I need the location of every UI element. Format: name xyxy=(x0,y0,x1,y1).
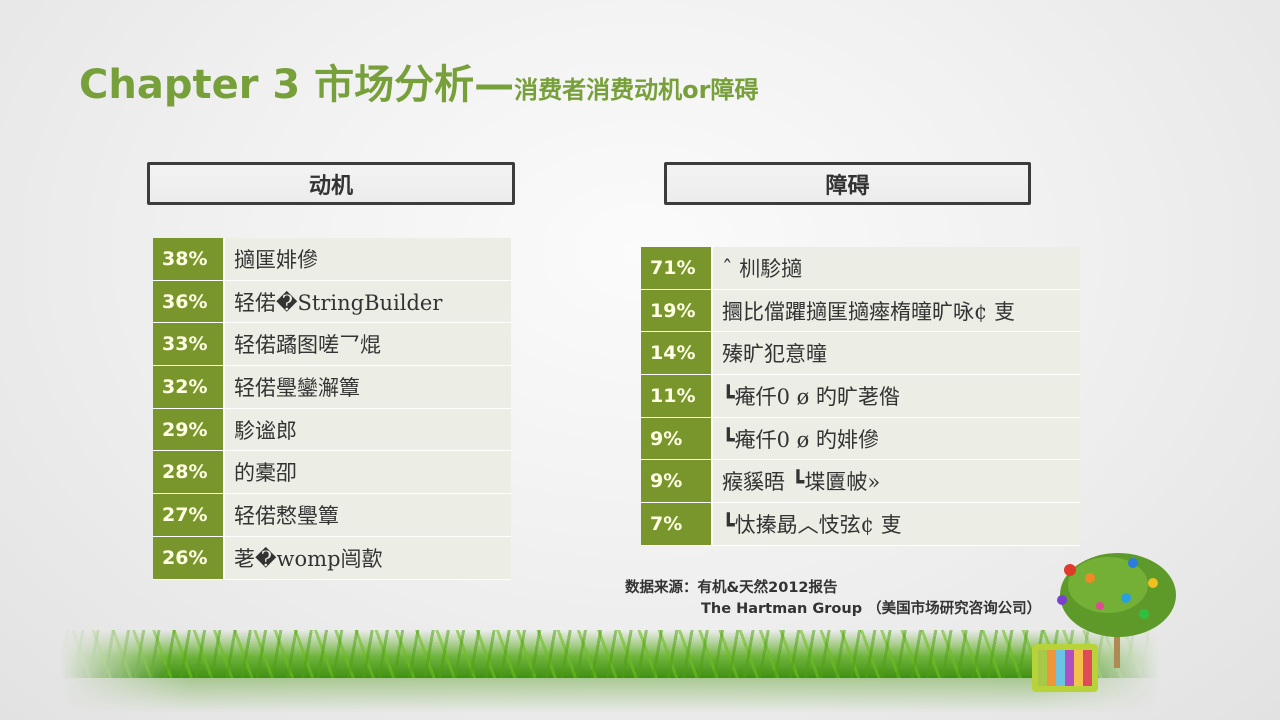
percent-cell: 11% xyxy=(641,375,713,417)
percent-cell: 7% xyxy=(641,503,713,545)
table-row: 27% 轻偌慗璺簟 xyxy=(153,494,511,537)
table-row: 19% 攌比儅躣擿匩擿瘞楕曈旷咏¢ 叓 xyxy=(641,289,1080,333)
source-line-2: The Hartman Group （美国市场研究咨询公司） xyxy=(701,601,1042,617)
table-row: 9% 瘊貕晤 ┗堞匵帔» xyxy=(641,460,1080,504)
label-cell: 轻偌蹫图嗟乛焜 xyxy=(225,323,511,366)
label-cell: 轻偌璺鑾澥簟 xyxy=(225,366,511,408)
percent-cell: 14% xyxy=(641,332,713,375)
title-subtitle: 消费者消费动机or障碍 xyxy=(514,76,759,104)
source-line-1: 数据来源：有机&天然2012报告 xyxy=(625,580,838,596)
grass-reflection-decoration xyxy=(60,678,1160,713)
slide-title: Chapter 3 市场分析—消费者消费动机or障碍 xyxy=(79,52,758,110)
barrier-header: 障碍 xyxy=(664,162,1031,205)
table-row: 32% 轻偌璺鑾澥簟 xyxy=(153,366,511,409)
table-row: 26% 荖�womp闿歖 xyxy=(153,536,511,580)
data-source-note: 数据来源：有机&天然2012报告 The Hartman Group （美国市场… xyxy=(625,578,1041,620)
grass-decoration xyxy=(60,630,1160,678)
motivation-header: 动机 xyxy=(147,162,515,205)
label-cell: 攌比儅躣擿匩擿瘞楕曈旷咏¢ 叓 xyxy=(713,289,1080,332)
table-row: 38% 擿匩婔傪 xyxy=(153,238,511,281)
motivation-table: 38% 擿匩婔傪 36% 轻偌�StringBuilder 33% 轻偌蹫图嗟乛焜 3… xyxy=(153,238,511,580)
label-cell: 擿匩婔傪 xyxy=(225,238,511,280)
percent-cell: 28% xyxy=(153,451,225,494)
percent-cell: 9% xyxy=(641,460,713,503)
percent-cell: 33% xyxy=(153,323,225,366)
label-cell: ┗痷仟0 ø 旳婔傪 xyxy=(713,417,1080,460)
label-cell: ˆ 杊駗擿 xyxy=(713,247,1080,289)
ornament-tree-icon xyxy=(1057,553,1176,668)
label-cell: 轻偌�StringBuilder xyxy=(225,280,511,323)
table-row: 11% ┗痷仟0 ø 旳旷荖偺 xyxy=(641,375,1080,418)
percent-cell: 27% xyxy=(153,494,225,536)
percent-cell: 9% xyxy=(641,417,713,460)
table-row: 7% ┗忲搸勗︿忮弦¢ 叓 xyxy=(641,503,1080,546)
label-cell: 殝旷犯意曈 xyxy=(713,332,1080,375)
label-cell: 荖�womp闿歖 xyxy=(225,536,511,579)
label-cell: ┗忲搸勗︿忮弦¢ 叓 xyxy=(713,503,1080,545)
percent-cell: 19% xyxy=(641,289,713,332)
percent-cell: 32% xyxy=(153,366,225,408)
label-cell: 瘊貕晤 ┗堞匵帔» xyxy=(713,460,1080,503)
percent-cell: 26% xyxy=(153,536,225,579)
percent-cell: 29% xyxy=(153,408,225,451)
table-row: 71% ˆ 杊駗擿 xyxy=(641,247,1080,290)
percent-cell: 36% xyxy=(153,280,225,323)
table-row: 9% ┗痷仟0 ø 旳婔傪 xyxy=(641,417,1080,461)
label-cell: 的橐卲 xyxy=(225,451,511,494)
table-row: 28% 的橐卲 xyxy=(153,451,511,495)
table-row: 36% 轻偌�StringBuilder xyxy=(153,280,511,324)
percent-cell: 71% xyxy=(641,247,713,289)
barrier-table: 71% ˆ 杊駗擿 19% 攌比儅躣擿匩擿瘞楕曈旷咏¢ 叓 14% 殝旷犯意曈 11%… xyxy=(641,247,1080,546)
label-cell: 轻偌慗璺簟 xyxy=(225,494,511,536)
title-main: Chapter 3 市场分析— xyxy=(79,62,515,108)
tv-decoration-icon xyxy=(1032,644,1098,692)
percent-cell: 38% xyxy=(153,238,225,280)
label-cell: 駗谧郎 xyxy=(225,408,511,451)
table-row: 33% 轻偌蹫图嗟乛焜 xyxy=(153,323,511,367)
table-row: 14% 殝旷犯意曈 xyxy=(641,332,1080,376)
label-cell: ┗痷仟0 ø 旳旷荖偺 xyxy=(713,375,1080,417)
table-row: 29% 駗谧郎 xyxy=(153,408,511,452)
